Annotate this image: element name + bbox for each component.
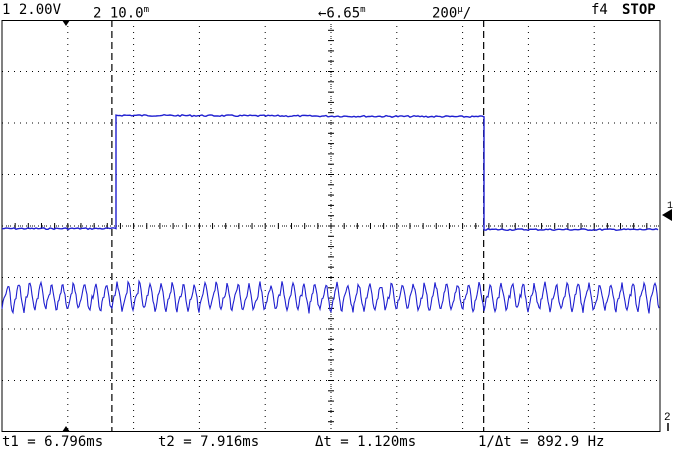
time-offset[interactable]: ←6.65m xyxy=(318,0,366,24)
run-state[interactable]: STOP xyxy=(622,2,656,18)
ch2-scale-unit: m xyxy=(143,5,149,15)
time-offset-value: ←6.65 xyxy=(318,5,361,22)
cursor-readout: t1 = 6.796ms t2 = 7.916ms Δt = 1.120ms 1… xyxy=(0,432,674,452)
timebase-slash-icon: / xyxy=(462,5,472,22)
cursor-t2-value[interactable]: t2 = 7.916ms xyxy=(158,434,260,450)
cursor-lines xyxy=(111,20,485,432)
ch2-scale[interactable]: 2 10.0m xyxy=(93,0,149,24)
ch2-ground-marker[interactable]: 2 xyxy=(664,412,671,431)
ch2-scale-value: 2 10.0 xyxy=(93,5,144,22)
trigger-indicator[interactable]: f4 xyxy=(591,2,608,18)
ch1-trace xyxy=(1,113,659,232)
cursor-t1-value[interactable]: t1 = 6.796ms xyxy=(2,434,104,450)
trigger-position-bottom-icon xyxy=(62,426,70,432)
ch2-ref-label: 2 xyxy=(664,412,671,424)
ch2-trace xyxy=(1,279,660,315)
scope-header: 1 2.00V 2 10.0m ←6.65m 200µ/ f4 STOP xyxy=(0,0,674,22)
timebase-unit: µ xyxy=(457,5,463,15)
cursor-delta-value[interactable]: Δt = 1.120ms xyxy=(315,434,417,450)
timebase-value: 200 xyxy=(432,5,458,22)
trigger-position-top-icon xyxy=(62,20,70,26)
time-offset-unit: m xyxy=(360,5,366,15)
ch1-ref-label: 1 xyxy=(667,201,673,212)
ch1-scale[interactable]: 1 2.00V xyxy=(2,2,62,18)
timebase[interactable]: 200µ/ xyxy=(432,0,471,24)
ch1-ground-arrow-icon xyxy=(662,209,672,221)
graticule xyxy=(1,20,661,432)
scope-display: 1 2 xyxy=(1,20,673,432)
cursor-frequency-value[interactable]: 1/Δt = 892.9 Hz xyxy=(478,434,605,450)
ch1-ground-marker[interactable]: 1 xyxy=(662,201,673,221)
